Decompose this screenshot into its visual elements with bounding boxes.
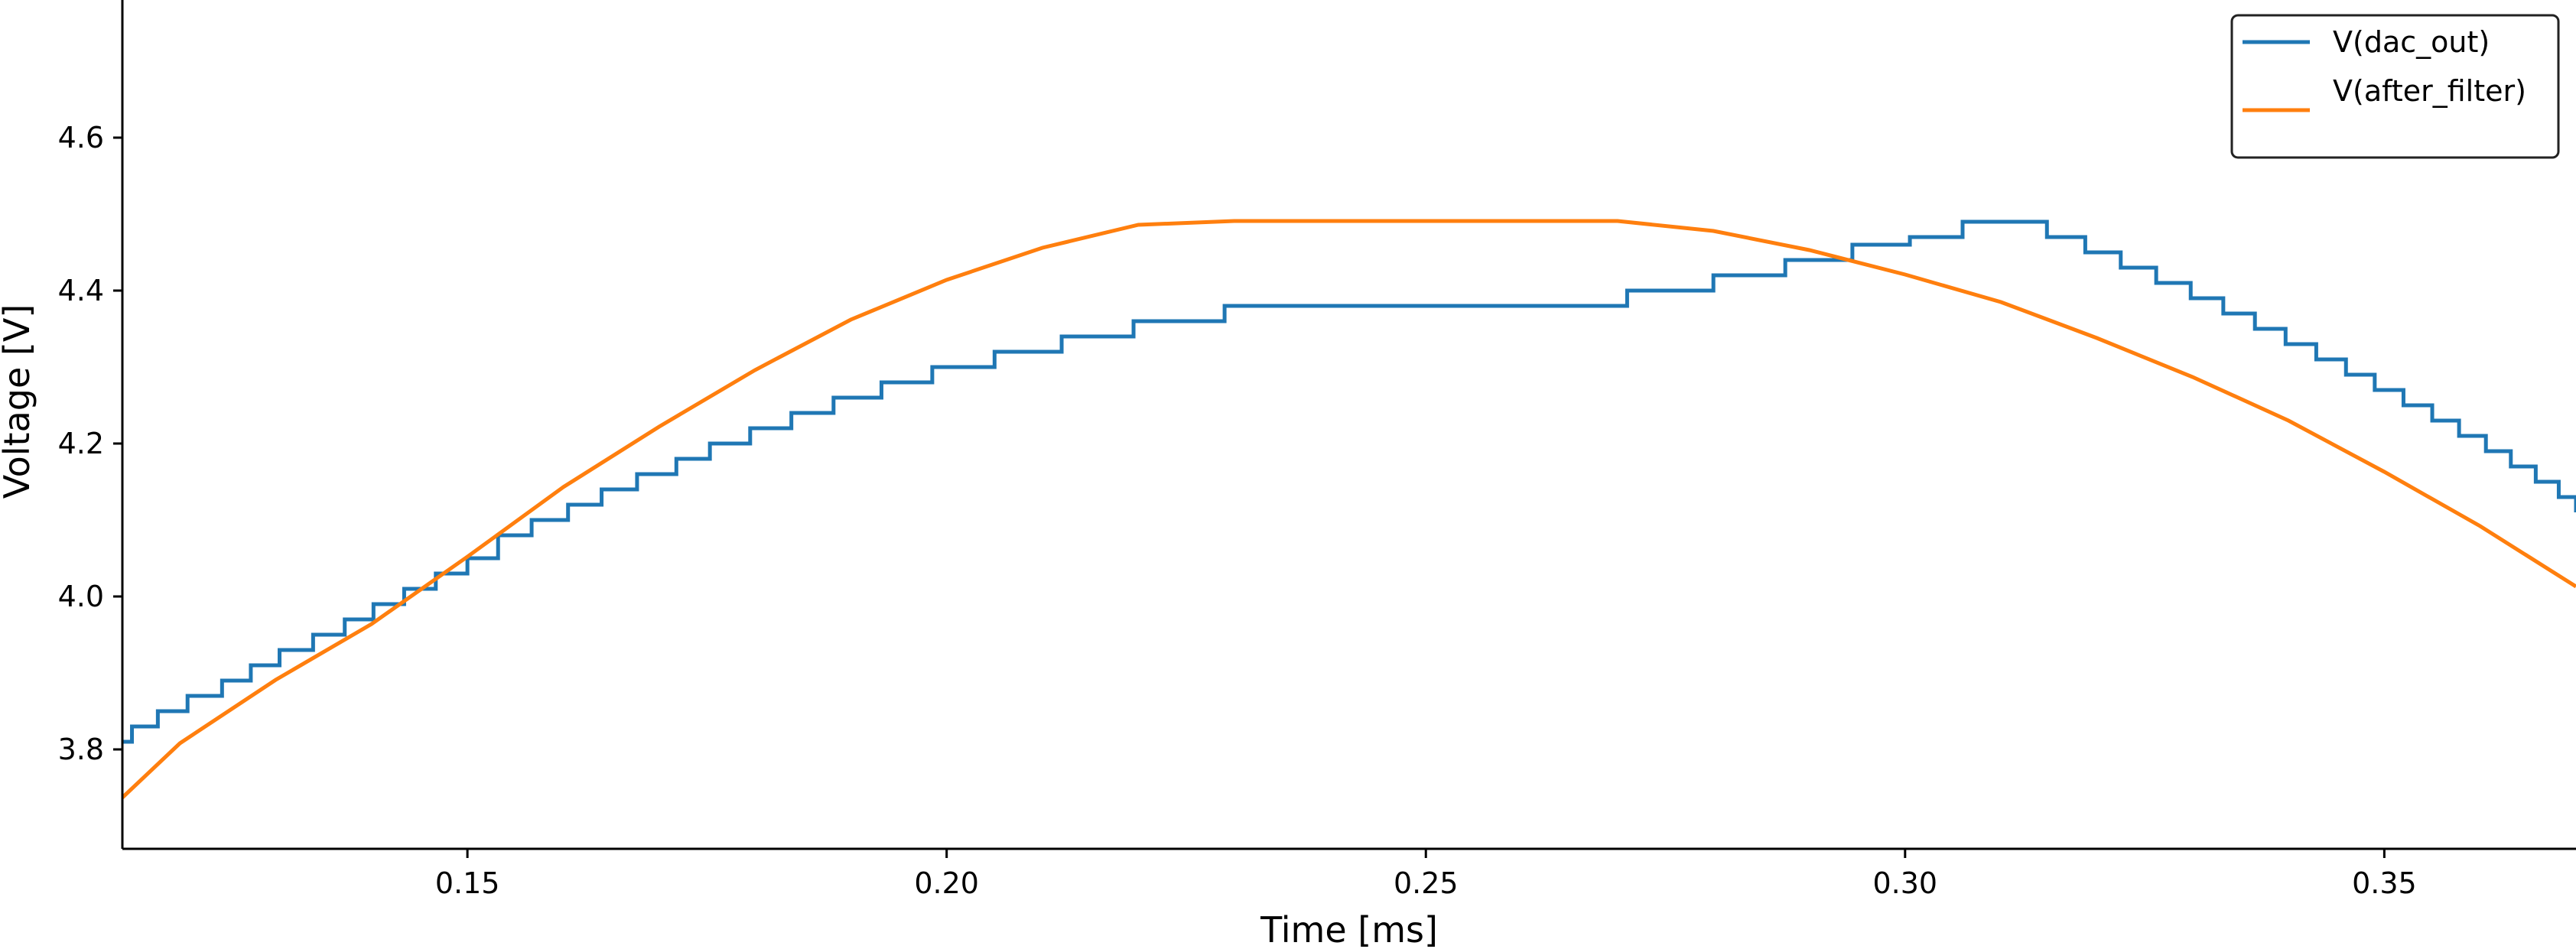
legend: V(dac_out) V(after_filter) <box>2230 14 2560 159</box>
legend-label-dac-out: V(dac_out) <box>2333 25 2490 59</box>
y-tick-label: 4.4 <box>58 274 104 307</box>
x-tick-label: 0.30 <box>1873 866 1938 900</box>
y-tick-label: 4.2 <box>58 427 104 460</box>
y-ticks: 3.8 4.0 4.2 4.4 4.6 <box>58 121 122 766</box>
y-tick-label: 4.6 <box>58 121 104 154</box>
x-tick-label: 0.25 <box>1394 866 1459 900</box>
axes-layer <box>121 0 2576 850</box>
y-tick-label: 4.0 <box>58 580 104 613</box>
y-axis-label: Voltage [V] <box>0 304 37 499</box>
x-tick-label: 0.20 <box>914 866 979 900</box>
series-layer <box>122 219 2576 799</box>
legend-label-after-filter: V(after_filter) <box>2333 74 2526 108</box>
x-tick-label: 0.35 <box>2352 866 2417 900</box>
y-tick-label: 3.8 <box>58 733 104 766</box>
series-line-1 <box>122 219 2576 799</box>
x-ticks: 0.15 0.20 0.25 0.30 0.35 <box>435 849 2417 900</box>
legend-box <box>2230 14 2560 159</box>
x-axis-label: Time [ms] <box>1260 909 1438 949</box>
series-line-0 <box>122 219 2576 744</box>
x-tick-label: 0.15 <box>435 866 500 900</box>
